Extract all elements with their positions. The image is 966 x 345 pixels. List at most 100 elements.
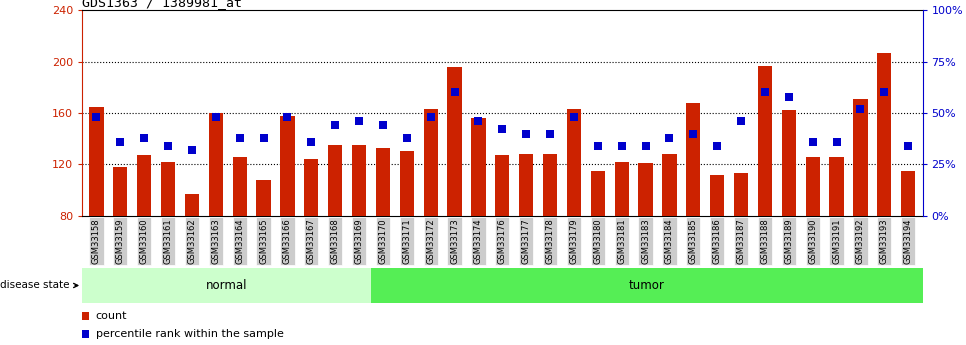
Text: GSM33172: GSM33172 [426,218,436,264]
Bar [400,217,414,265]
Point [542,131,557,136]
Text: tumor: tumor [629,279,665,292]
Text: GSM33186: GSM33186 [713,218,722,264]
Bar [567,217,582,265]
Bar [209,217,223,265]
Point [447,90,463,95]
Point [256,135,271,140]
Text: GSM33174: GSM33174 [474,218,483,264]
Text: count: count [96,312,128,322]
Text: GSM33193: GSM33193 [880,218,889,264]
Text: GSM33160: GSM33160 [140,218,149,264]
Point [89,114,104,120]
Point [280,114,296,120]
Point [757,90,773,95]
Text: GSM33178: GSM33178 [546,218,554,264]
Bar [161,162,175,216]
Bar [781,217,796,265]
Point [303,139,319,145]
Bar [352,145,366,216]
Text: GSM33166: GSM33166 [283,218,292,264]
Text: GDS1363 / 1389981_at: GDS1363 / 1389981_at [82,0,242,9]
Bar [209,113,223,216]
Point [900,143,916,149]
Bar [901,171,916,216]
Bar [663,154,676,216]
Point [566,114,582,120]
Bar [328,145,342,216]
Text: percentile rank within the sample: percentile rank within the sample [96,329,283,339]
Point [614,143,630,149]
Bar [185,194,199,216]
Bar [423,217,438,265]
Text: GSM33165: GSM33165 [259,218,268,264]
Point [805,139,820,145]
Text: GSM33168: GSM33168 [330,218,340,264]
Text: GSM33177: GSM33177 [522,218,530,264]
Text: GSM33158: GSM33158 [92,218,100,264]
Text: GSM33181: GSM33181 [617,218,626,264]
Text: GSM33184: GSM33184 [665,218,674,264]
Point [781,94,797,99]
Bar [543,217,557,265]
Bar [519,154,533,216]
Point [77,331,93,337]
Text: normal: normal [206,279,247,292]
Text: GSM33180: GSM33180 [593,218,603,264]
Bar [663,217,676,265]
Point [709,143,724,149]
Text: GSM33164: GSM33164 [235,218,244,264]
Text: GSM33189: GSM33189 [784,218,793,264]
Bar [304,217,319,265]
Bar [233,157,247,216]
Bar [161,217,175,265]
Text: GSM33194: GSM33194 [904,218,913,264]
Text: GSM33183: GSM33183 [641,218,650,264]
Bar [113,217,128,265]
Text: GSM33167: GSM33167 [307,218,316,264]
Bar [496,217,509,265]
Point [113,139,128,145]
Bar [639,217,653,265]
Text: GSM33159: GSM33159 [116,218,125,264]
Point [160,143,176,149]
Text: GSM33171: GSM33171 [402,218,412,264]
Bar [89,217,103,265]
Point [686,131,701,136]
Bar [280,217,295,265]
Bar [877,53,892,216]
Bar [614,162,629,216]
Bar [830,217,843,265]
Text: GSM33170: GSM33170 [379,218,387,264]
Point [399,135,414,140]
Bar [304,159,319,216]
Bar [590,171,605,216]
Text: GSM33185: GSM33185 [689,218,697,264]
Bar [185,217,199,265]
Text: GSM33187: GSM33187 [737,218,746,264]
Bar [686,217,700,265]
Bar [734,173,749,216]
Bar [686,103,700,216]
Point [470,118,486,124]
Point [662,135,677,140]
Bar [901,217,916,265]
Point [876,90,892,95]
Bar [877,217,892,265]
Point [185,147,200,153]
Bar [496,155,509,216]
Bar [781,110,796,216]
Bar [734,217,749,265]
Text: GSM33191: GSM33191 [832,218,841,264]
Bar [328,217,342,265]
Bar [137,217,152,265]
Bar [590,217,605,265]
Bar [830,157,843,216]
Point [423,114,439,120]
Bar [82,268,371,303]
Text: disease state: disease state [0,280,78,290]
Bar [806,217,820,265]
Bar [853,99,867,216]
Bar [710,217,724,265]
Bar [543,154,557,216]
